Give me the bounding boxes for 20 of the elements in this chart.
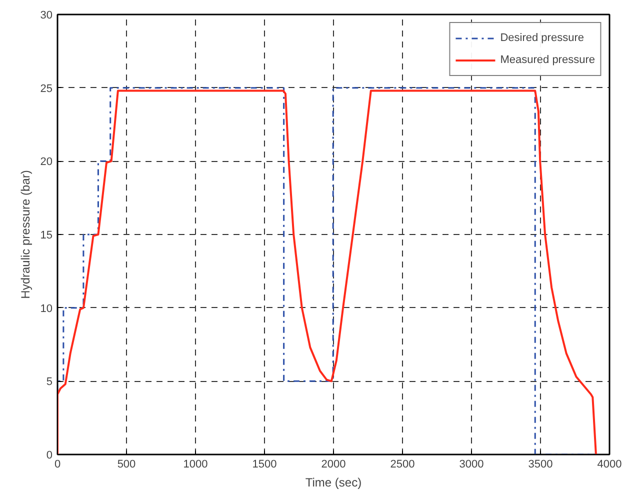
- y-tick-label: 20: [40, 156, 53, 168]
- x-axis-title: Time (sec): [305, 476, 362, 490]
- legend-label: Measured pressure: [500, 54, 595, 66]
- x-tick-label: 2500: [390, 458, 415, 470]
- y-tick-label: 5: [46, 376, 53, 388]
- y-tick-label: 30: [40, 10, 53, 22]
- legend-label: Desired pressure: [500, 32, 584, 44]
- y-tick-label: 25: [40, 82, 53, 95]
- y-tick-label: 0: [46, 450, 53, 462]
- y-tick-label: 15: [40, 230, 53, 242]
- x-tick-label: 1500: [252, 458, 277, 470]
- y-axis-title: Hydraulic pressure (bar): [18, 170, 32, 299]
- x-tick-label: 1000: [183, 458, 208, 470]
- y-tick-label: 10: [40, 302, 53, 315]
- x-tick-label: 2000: [321, 458, 346, 470]
- x-tick-label: 500: [117, 458, 136, 470]
- x-tick-label: 3500: [528, 458, 553, 470]
- x-tick-label: 3000: [459, 458, 484, 470]
- x-tick-label: 0: [54, 458, 61, 470]
- x-tick-label: 4000: [597, 458, 622, 470]
